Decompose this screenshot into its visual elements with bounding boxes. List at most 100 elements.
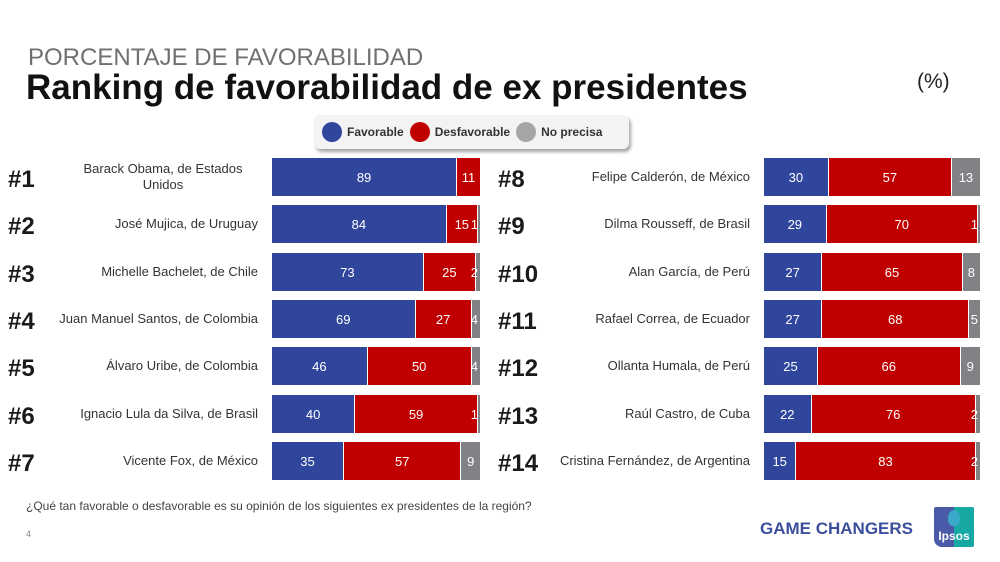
segment-desfavorable: 15 [446,205,478,243]
segment-no-precisa: 2 [971,395,980,433]
segment-favorable: 15 [764,442,797,480]
rank-label: #13 [498,403,539,430]
data-label: 2 [470,264,478,280]
data-label: 2 [970,453,978,469]
segment-favorable: 27 [764,253,823,291]
segment-no-precisa: 9 [461,442,480,480]
president-name-text: Dilma Rousseff, de Brasil [604,216,750,231]
data-label: 4 [470,311,478,327]
segment-favorable: 35 [272,442,345,480]
data-label: 27 [435,311,451,327]
bar-row: 25 66 9 [764,347,980,385]
data-label: 69 [336,311,351,327]
segment-desfavorable: 57 [828,158,952,196]
president-name: Raúl Castro, de Cuba [540,395,750,433]
president-name-text: Ollanta Humala, de Perú [607,358,750,373]
segment-desfavorable: 70 [826,205,978,243]
rank-label: #2 [8,213,35,240]
legend-item-favorable: Favorable [322,122,404,142]
segment-favorable: 22 [764,395,812,433]
rank-label: #7 [8,450,35,477]
data-label: 83 [878,453,893,469]
bar-row: 27 65 8 [764,253,980,291]
data-label: 1 [470,406,478,422]
bar-row: 35 57 9 [272,442,480,480]
president-name-text: Barack Obama, de Estados Unidos [83,161,243,192]
segment-favorable: 69 [272,300,416,338]
data-label: 11 [461,169,476,185]
data-label: 35 [300,453,315,469]
data-label: 27 [785,264,800,280]
president-name: Ollanta Humala, de Perú [540,347,750,385]
rank-label: #5 [8,355,35,382]
rank-label: #6 [8,403,35,430]
survey-question: ¿Qué tan favorable o desfavorable es su … [26,499,532,513]
bar-row: 40 59 1 [272,395,480,433]
data-label: 25 [442,264,457,280]
president-name: Alan García, de Perú [540,253,750,291]
data-label: 59 [408,406,424,422]
ipsos-logo: Ipsos [934,507,974,547]
data-label: 1 [970,216,978,232]
data-label: 9 [966,358,974,374]
president-name: Felipe Calderón, de México [540,158,750,196]
president-name-text: Alan García, de Perú [628,264,750,279]
segment-no-precisa: 1 [471,205,480,243]
legend-swatch-no-precisa [516,122,537,142]
president-name-text: Raúl Castro, de Cuba [624,406,750,421]
logo-text: Ipsos [938,529,970,543]
rank-label: #1 [8,166,35,193]
segment-no-precisa: 9 [960,347,980,385]
segment-favorable: 73 [272,253,424,291]
page-number: 4 [26,529,32,539]
president-name-text: José Mujica, de Uruguay [114,216,258,231]
rank-label: #12 [498,355,539,382]
segment-desfavorable: 59 [355,395,478,433]
data-label: 2 [970,406,978,422]
data-label: 66 [881,358,896,374]
segment-desfavorable: 66 [818,347,961,385]
data-label: 65 [884,264,900,280]
data-label: 22 [780,406,795,422]
segment-desfavorable: 57 [344,442,462,480]
president-name: Michelle Bachelet, de Chile [18,253,258,291]
president-name: Ignacio Lula da Silva, de Brasil [18,395,258,433]
segment-favorable: 40 [272,395,356,433]
legend-item-no-precisa: No precisa [516,122,602,142]
rank-label: #8 [498,166,525,193]
logo-head-icon [948,510,960,526]
legend-item-desfavorable: Desfavorable [409,122,511,142]
segment-favorable: 30 [764,158,829,196]
segment-favorable: 25 [764,347,818,385]
segment-desfavorable: 11 [457,158,480,196]
segment-no-precisa: 1 [471,395,480,433]
data-label: 40 [305,406,321,422]
bar-row: 15 83 2 [764,442,980,480]
president-name: Juan Manuel Santos, de Colombia [18,300,258,338]
segment-favorable: 29 [764,205,827,243]
segment-desfavorable: 27 [415,300,472,338]
segment-desfavorable: 76 [811,395,976,433]
rank-label: #11 [498,308,537,335]
president-name: Álvaro Uribe, de Colombia [18,347,258,385]
segment-no-precisa: 4 [470,300,480,338]
data-label: 5 [970,311,978,327]
segment-desfavorable: 83 [796,442,976,480]
data-label: 70 [894,216,909,232]
segment-favorable: 46 [272,347,368,385]
legend-label: Desfavorable [434,125,511,139]
bar-row: 73 25 2 [272,253,480,291]
legend: Favorable Desfavorable No precisa [314,115,629,149]
president-name: Barack Obama, de Estados Unidos [18,158,258,196]
data-label: 4 [470,358,478,374]
segment-desfavorable: 25 [423,253,476,291]
bar-row: 22 76 2 [764,395,980,433]
segment-no-precisa: 2 [471,253,480,291]
segment-no-precisa: 2 [971,442,980,480]
president-name: José Mujica, de Uruguay [18,205,258,243]
segment-favorable: 27 [764,300,823,338]
rank-label: #14 [498,450,539,477]
president-name-text: Rafael Correa, de Ecuador [595,311,750,326]
segment-favorable: 84 [272,205,447,243]
data-label: 9 [467,453,475,469]
